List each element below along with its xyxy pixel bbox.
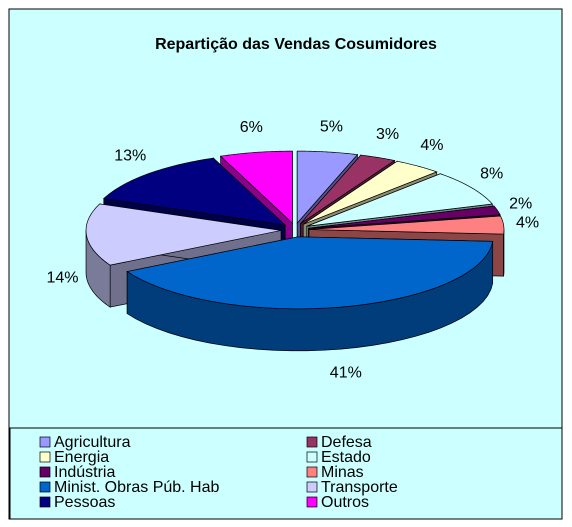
- legend-label: Pessoas: [54, 494, 115, 511]
- slice-top: [300, 154, 396, 224]
- legend-label: Minist. Obras Púb. Hab: [54, 479, 220, 496]
- data-label: 4%: [420, 137, 443, 154]
- legend-swatch: [306, 481, 318, 493]
- data-label: 5%: [320, 118, 343, 135]
- data-label: 13%: [114, 148, 146, 165]
- legend-swatch: [39, 466, 51, 478]
- data-label: 2%: [509, 195, 532, 212]
- data-label: 41%: [330, 365, 362, 382]
- slice-top: [296, 150, 359, 225]
- pie-slice: [126, 236, 494, 352]
- legend-label: Outros: [321, 494, 369, 511]
- slice-top: [103, 157, 287, 226]
- legend-swatch: [39, 496, 51, 508]
- legend-swatch: [306, 451, 318, 463]
- data-label: 8%: [480, 165, 503, 182]
- slice-top: [303, 160, 438, 225]
- legend-swatch: [306, 496, 318, 508]
- slice-top: [85, 203, 282, 266]
- slice-top: [306, 173, 493, 227]
- slice-top: [219, 150, 293, 224]
- legend-label: Transporte: [321, 479, 398, 496]
- legend-label: Defesa: [321, 434, 372, 451]
- data-label: 3%: [376, 126, 399, 143]
- pie: 5% 3% 4% 8% 2% 4% 41% 14% 13% 6%: [46, 118, 539, 381]
- legend-swatch: [39, 481, 51, 493]
- data-label: 14%: [46, 270, 78, 287]
- legend-label: Estado: [321, 449, 371, 466]
- legend-swatch: [39, 451, 51, 463]
- legend-label: Energia: [54, 449, 109, 466]
- legend: [9, 427, 563, 520]
- legend-swatch: [306, 466, 318, 478]
- data-label: 6%: [240, 119, 263, 136]
- chart-title: Repartição das Vendas Cosumidores: [155, 36, 437, 53]
- legend-label: Minas: [321, 464, 364, 481]
- slice-top: [308, 215, 505, 235]
- data-label: 4%: [516, 215, 539, 232]
- legend-swatch: [306, 436, 318, 448]
- legend-label: Agricultura: [54, 434, 131, 451]
- slice-top: [308, 205, 501, 229]
- slice-top: [126, 236, 494, 310]
- legend-label: Indústria: [54, 464, 115, 481]
- legend-swatch: [39, 436, 51, 448]
